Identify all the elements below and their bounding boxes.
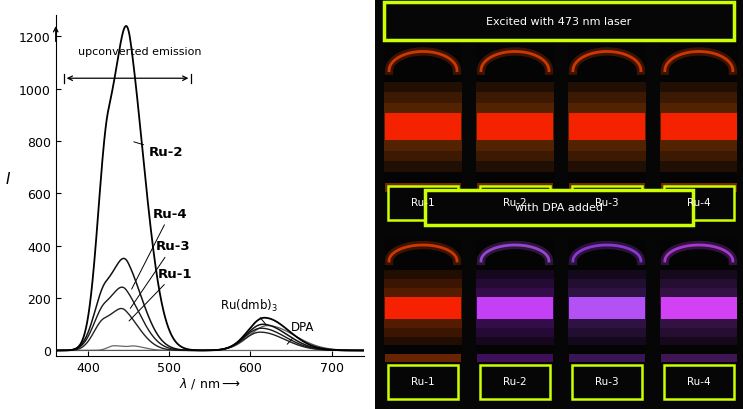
Text: Excited with 473 nm laser: Excited with 473 nm laser: [487, 17, 632, 27]
FancyBboxPatch shape: [384, 3, 734, 41]
Bar: [661, 270, 738, 346]
FancyBboxPatch shape: [388, 365, 458, 399]
Bar: [476, 279, 554, 337]
Bar: [384, 279, 461, 337]
Bar: [476, 93, 554, 162]
Bar: [477, 297, 553, 319]
Bar: [384, 288, 461, 328]
Bar: [384, 103, 461, 151]
Bar: [661, 82, 738, 173]
Bar: [385, 114, 461, 141]
Text: DPA: DPA: [288, 321, 314, 344]
Bar: [569, 297, 645, 319]
FancyBboxPatch shape: [664, 365, 734, 399]
FancyBboxPatch shape: [388, 187, 458, 220]
Text: Ru-4: Ru-4: [687, 376, 710, 386]
Bar: [661, 239, 738, 362]
Bar: [661, 355, 737, 362]
Bar: [568, 103, 646, 151]
Bar: [384, 82, 461, 173]
Bar: [477, 114, 553, 141]
Bar: [385, 355, 461, 362]
Bar: [476, 103, 554, 151]
Bar: [569, 183, 645, 192]
Bar: [384, 45, 461, 192]
Text: Ru-1: Ru-1: [411, 376, 435, 386]
Bar: [476, 270, 554, 346]
FancyBboxPatch shape: [425, 190, 693, 225]
FancyBboxPatch shape: [480, 365, 550, 399]
FancyBboxPatch shape: [664, 187, 734, 220]
Text: with DPA added: with DPA added: [515, 203, 603, 213]
Bar: [661, 297, 737, 319]
Bar: [661, 103, 738, 151]
Text: Ru(dmb)$_3$: Ru(dmb)$_3$: [221, 297, 278, 324]
Bar: [661, 279, 738, 337]
Bar: [568, 270, 646, 346]
FancyBboxPatch shape: [572, 187, 642, 220]
Text: Ru-2: Ru-2: [134, 142, 184, 159]
Text: Ru-2: Ru-2: [503, 376, 527, 386]
Bar: [476, 239, 554, 362]
Text: Ru-4: Ru-4: [132, 207, 188, 290]
Bar: [661, 183, 737, 192]
Bar: [384, 93, 461, 162]
Bar: [385, 183, 461, 192]
Text: Ru-1: Ru-1: [411, 198, 435, 207]
Y-axis label: $I$: $I$: [5, 170, 11, 186]
Text: Ru-2: Ru-2: [503, 198, 527, 207]
Bar: [569, 355, 645, 362]
Text: Ru-1: Ru-1: [129, 267, 192, 321]
Bar: [568, 288, 646, 328]
Text: Ru-3: Ru-3: [130, 240, 190, 309]
FancyBboxPatch shape: [572, 365, 642, 399]
Bar: [568, 279, 646, 337]
Bar: [568, 239, 646, 362]
Text: upconverted emission: upconverted emission: [77, 47, 201, 56]
Bar: [476, 288, 554, 328]
Bar: [385, 297, 461, 319]
Bar: [568, 45, 646, 192]
Bar: [477, 183, 553, 192]
Bar: [477, 355, 553, 362]
Bar: [384, 270, 461, 346]
Bar: [476, 45, 554, 192]
Text: Ru-4: Ru-4: [687, 198, 710, 207]
Text: Ru-3: Ru-3: [595, 198, 619, 207]
Text: Ru-3: Ru-3: [595, 376, 619, 386]
Bar: [476, 82, 554, 173]
Bar: [568, 93, 646, 162]
Bar: [661, 114, 737, 141]
Bar: [661, 45, 738, 192]
Bar: [661, 93, 738, 162]
X-axis label: $\lambda$ / nm$\longrightarrow$: $\lambda$ / nm$\longrightarrow$: [179, 375, 241, 390]
Bar: [568, 82, 646, 173]
FancyBboxPatch shape: [480, 187, 550, 220]
Bar: [661, 288, 738, 328]
Bar: [384, 239, 461, 362]
Bar: [569, 114, 645, 141]
